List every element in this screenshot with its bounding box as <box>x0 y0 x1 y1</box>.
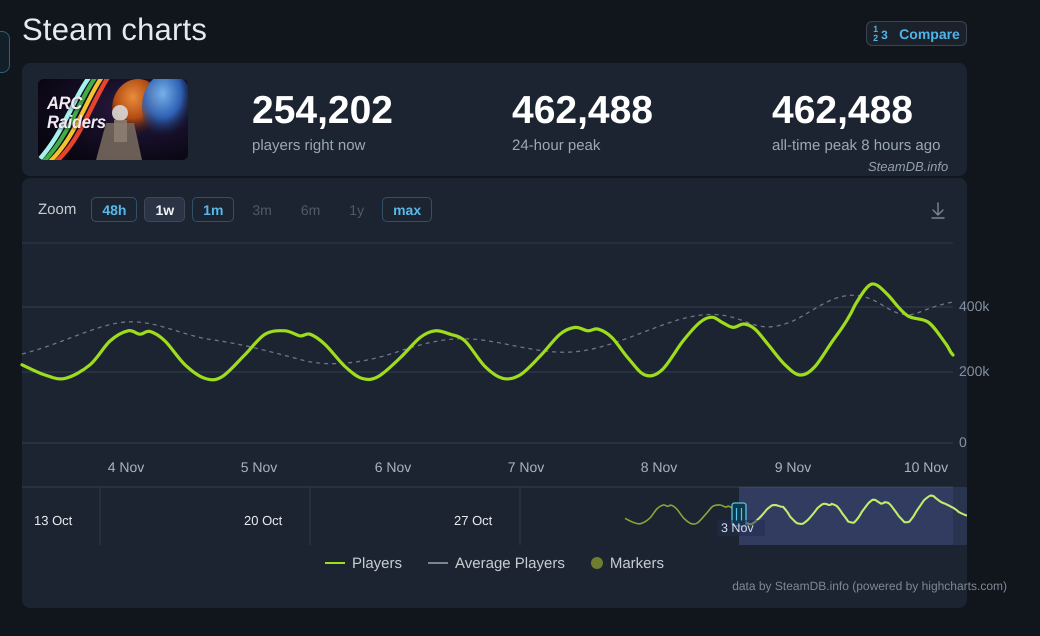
svg-text:200k: 200k <box>959 363 990 379</box>
svg-text:13 Oct: 13 Oct <box>34 513 73 528</box>
svg-text:10 Nov: 10 Nov <box>904 459 948 475</box>
svg-text:4 Nov: 4 Nov <box>108 459 145 475</box>
svg-text:400k: 400k <box>959 298 990 314</box>
svg-text:6 Nov: 6 Nov <box>375 459 412 475</box>
svg-text:8 Nov: 8 Nov <box>641 459 678 475</box>
svg-text:9 Nov: 9 Nov <box>775 459 812 475</box>
svg-text:5 Nov: 5 Nov <box>241 459 278 475</box>
svg-text:20 Oct: 20 Oct <box>244 513 283 528</box>
svg-text:0: 0 <box>959 434 967 450</box>
svg-text:3 Nov: 3 Nov <box>721 521 754 535</box>
svg-text:27 Oct: 27 Oct <box>454 513 493 528</box>
svg-text:7 Nov: 7 Nov <box>508 459 545 475</box>
